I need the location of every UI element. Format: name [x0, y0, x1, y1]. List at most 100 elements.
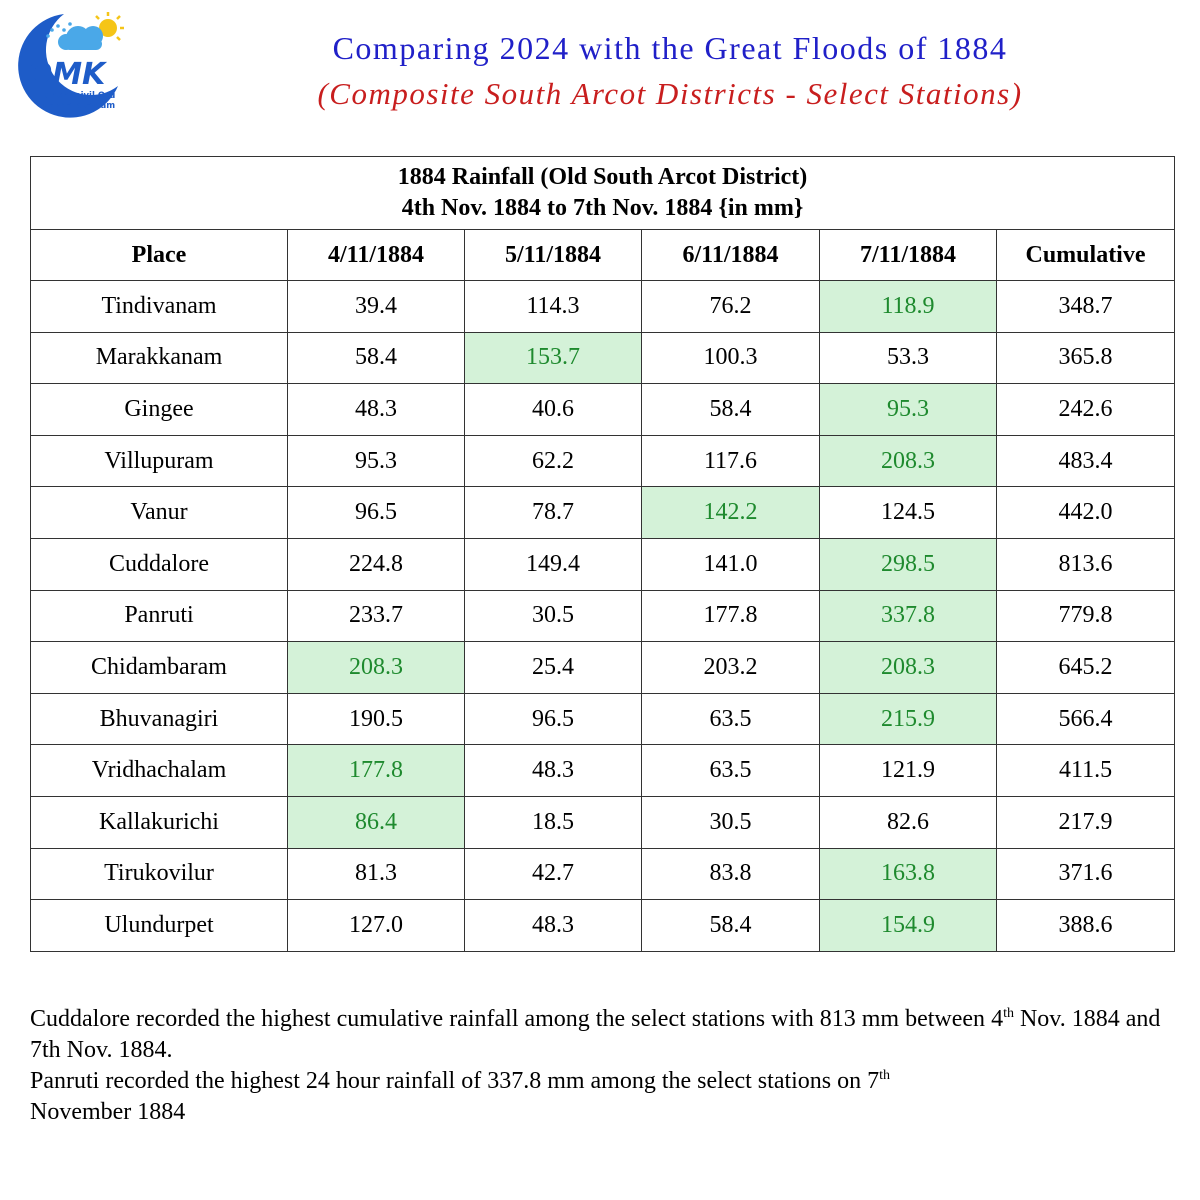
cumulative-cell: 645.2 — [995, 641, 1176, 694]
table-row: Villupuram 95.3 62.2 117.6 208.3 483.4 — [30, 434, 1176, 488]
sun-rays-icon — [95, 12, 124, 41]
rain-value-cell: 62.2 — [464, 434, 642, 488]
rain-value-cell: 96.5 — [287, 486, 465, 539]
note-panruti: Panruti recorded the highest 24 hour rai… — [30, 1068, 891, 1125]
logo-line1: Chennaiyil Oru — [45, 91, 116, 101]
header: Comparing 2024 with the Great Floods of … — [150, 28, 1190, 114]
cumulative-cell: 242.6 — [995, 383, 1176, 436]
rain-value-cell: 141.0 — [641, 537, 820, 591]
table-row: Panruti 233.7 30.5 177.8 337.8 779.8 — [30, 589, 1176, 643]
place-cell: Tindivanam — [30, 280, 288, 333]
rain-value-cell: 95.3 — [819, 383, 997, 436]
rain-value-cell: 124.5 — [819, 486, 997, 539]
rain-value-cell: 224.8 — [287, 537, 465, 591]
rain-value-cell: 58.4 — [641, 383, 820, 436]
rainfall-table: 1884 Rainfall (Old South Arcot District)… — [29, 156, 1176, 952]
rain-value-cell: 203.2 — [641, 641, 820, 694]
rain-value-cell: 63.5 — [641, 692, 820, 746]
table-row: Vanur 96.5 78.7 142.2 124.5 442.0 — [30, 486, 1176, 539]
rain-value-cell: 215.9 — [819, 692, 997, 746]
rain-value-cell: 53.3 — [819, 331, 997, 385]
table-row: Tindivanam 39.4 114.3 76.2 118.9 348.7 — [30, 280, 1176, 333]
place-cell: Chidambaram — [30, 641, 288, 694]
table-row: Vridhachalam 177.8 48.3 63.5 121.9 411.5 — [30, 744, 1176, 797]
rain-value-cell: 163.8 — [819, 847, 997, 901]
rain-value-cell: 208.3 — [819, 434, 997, 488]
table-caption-line1: 1884 Rainfall (Old South Arcot District) — [397, 164, 808, 190]
table-row: Chidambaram 208.3 25.4 203.2 208.3 645.2 — [30, 641, 1176, 694]
cumulative-cell: 566.4 — [995, 692, 1176, 746]
rain-value-cell: 48.3 — [287, 383, 465, 436]
cumulative-cell: 483.4 — [995, 434, 1176, 488]
rain-value-cell: 118.9 — [819, 280, 997, 333]
place-cell: Villupuram — [30, 434, 288, 488]
rain-value-cell: 40.6 — [464, 383, 642, 436]
place-cell: Marakkanam — [30, 331, 288, 385]
table-body: Tindivanam 39.4 114.3 76.2 118.9 348.7 Marakka… — [30, 280, 1176, 952]
cumulative-cell: 779.8 — [995, 589, 1176, 643]
column-header: Cumulative — [995, 229, 1176, 281]
table-caption: 1884 Rainfall (Old South Arcot District)… — [29, 156, 1176, 230]
rain-value-cell: 121.9 — [819, 744, 997, 797]
rain-value-cell: 82.6 — [819, 795, 997, 849]
rain-value-cell: 177.8 — [287, 744, 465, 797]
raindrops-icon — [46, 22, 72, 38]
table-row: Cuddalore 224.8 149.4 141.0 298.5 813.6 — [30, 537, 1176, 591]
table-caption-line2: 4th Nov. 1884 to 7th Nov. 1884 {in mm} — [401, 195, 804, 221]
rain-value-cell: 100.3 — [641, 331, 820, 385]
cumulative-cell: 371.6 — [995, 847, 1176, 901]
rain-value-cell: 48.3 — [464, 899, 642, 952]
column-header: 7/11/1884 — [819, 229, 997, 281]
rain-value-cell: 30.5 — [464, 589, 642, 643]
crescent-moon-icon — [18, 14, 118, 118]
logo-text: OMK — [27, 57, 108, 92]
rain-value-cell: 76.2 — [641, 280, 820, 333]
rain-value-cell: 48.3 — [464, 744, 642, 797]
rain-value-cell: 149.4 — [464, 537, 642, 591]
rain-value-cell: 298.5 — [819, 537, 997, 591]
rain-value-cell: 39.4 — [287, 280, 465, 333]
rain-value-cell: 177.8 — [641, 589, 820, 643]
rain-value-cell: 190.5 — [287, 692, 465, 746]
logo-graphic: OMK Chennaiyil Oru Mazhaikkaalam — [18, 12, 124, 118]
rain-value-cell: 58.4 — [287, 331, 465, 385]
page-subtitle: (Composite South Arcot Districts - Selec… — [317, 76, 1023, 111]
rain-value-cell: 58.4 — [641, 899, 820, 952]
column-header: Place — [30, 229, 288, 281]
logo-line2: Mazhaikkaalam — [41, 101, 115, 111]
place-cell: Vanur — [30, 486, 288, 539]
place-cell: Ulundurpet — [30, 899, 288, 952]
rain-value-cell: 83.8 — [641, 847, 820, 901]
rain-value-cell: 127.0 — [287, 899, 465, 952]
rain-value-cell: 233.7 — [287, 589, 465, 643]
cumulative-cell: 411.5 — [995, 744, 1176, 797]
sun-icon — [99, 19, 117, 37]
rain-value-cell: 96.5 — [464, 692, 642, 746]
rain-value-cell: 208.3 — [287, 641, 465, 694]
omk-logo: OMK Chennaiyil Oru Mazhaikkaalam — [8, 6, 126, 122]
place-cell: Bhuvanagiri — [30, 692, 288, 746]
rain-value-cell: 63.5 — [641, 744, 820, 797]
place-cell: Gingee — [30, 383, 288, 436]
rain-value-cell: 86.4 — [287, 795, 465, 849]
place-cell: Panruti — [30, 589, 288, 643]
note-cuddalore: Cuddalore recorded the highest cumulativ… — [30, 1006, 1161, 1063]
cloud-icon — [58, 26, 103, 50]
rain-value-cell: 337.8 — [819, 589, 997, 643]
table-row: Kallakurichi 86.4 18.5 30.5 82.6 217.9 — [30, 795, 1176, 849]
cumulative-cell: 388.6 — [995, 899, 1176, 952]
rain-value-cell: 114.3 — [464, 280, 642, 333]
table-header-row: Place 4/11/1884 5/11/1884 6/11/1884 7/11… — [30, 229, 1176, 281]
place-cell: Kallakurichi — [30, 795, 288, 849]
rain-value-cell: 117.6 — [641, 434, 820, 488]
rain-value-cell: 25.4 — [464, 641, 642, 694]
rain-value-cell: 81.3 — [287, 847, 465, 901]
cumulative-cell: 442.0 — [995, 486, 1176, 539]
rain-value-cell: 153.7 — [464, 331, 642, 385]
rain-value-cell: 95.3 — [287, 434, 465, 488]
notes: Cuddalore recorded the highest cumulativ… — [30, 1004, 1180, 1128]
cumulative-cell: 217.9 — [995, 795, 1176, 849]
column-header: 4/11/1884 — [287, 229, 465, 281]
rain-value-cell: 30.5 — [641, 795, 820, 849]
rain-value-cell: 208.3 — [819, 641, 997, 694]
